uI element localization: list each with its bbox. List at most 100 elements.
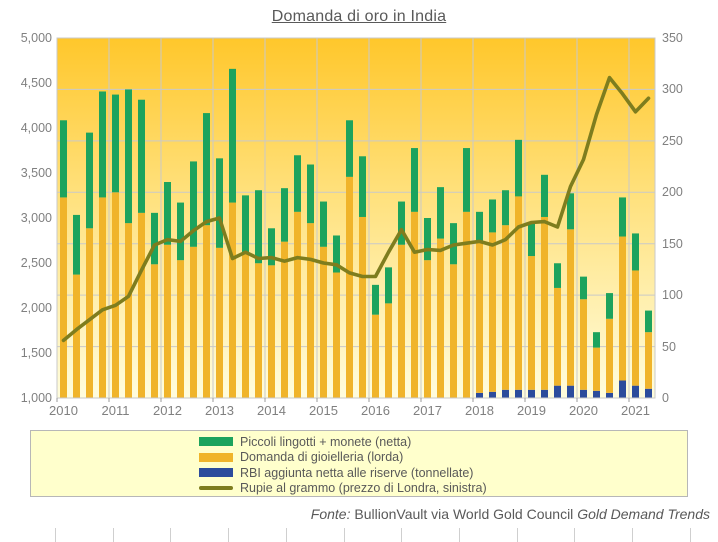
bar-segment-top (528, 222, 535, 257)
x-axis-year-label: 2018 (465, 403, 494, 418)
legend: Piccoli lingotti + monete (netta) Domanda… (30, 430, 688, 497)
bar-segment-middle (463, 211, 470, 398)
bar-segment-top (502, 190, 509, 226)
bar-segment-middle (216, 247, 223, 398)
right-axis-tick-label: 50 (662, 339, 676, 354)
bar-segment-middle (86, 228, 93, 398)
bar-segment-top (60, 120, 67, 198)
bar-segment-top (281, 188, 288, 242)
bar-segment-middle (177, 260, 184, 398)
legend-label: RBI aggiunta netta alle riserve (tonnell… (240, 465, 474, 480)
bar-segment-middle (203, 225, 210, 398)
bar-segment-top (268, 228, 275, 266)
bar-segment-middle (99, 197, 106, 398)
bar-segment-top (242, 195, 249, 253)
x-axis-year-label: 2010 (49, 403, 78, 418)
bar-segment-middle (450, 264, 457, 398)
bar-segment-top (151, 212, 158, 265)
bar-segment-bottom (619, 380, 626, 398)
bar-segment-middle (645, 332, 652, 389)
legend-row: RBI aggiunta netta alle riserve (tonnell… (199, 465, 487, 481)
left-axis-tick-label: 5,000 (20, 31, 52, 45)
bar-segment-top (593, 332, 600, 348)
bar-segment-middle (307, 223, 314, 398)
right-axis-tick-label: 300 (662, 82, 683, 97)
bar-segment-bottom (645, 388, 652, 398)
bar-segment-middle (489, 232, 496, 392)
bar-segment-top (190, 161, 197, 247)
bar-segment-middle (476, 242, 483, 393)
source-main: BullionVault via World Gold Council (350, 506, 578, 522)
bar-segment-middle (125, 223, 132, 398)
bar-segment-top (645, 310, 652, 333)
bar-segment-bottom (567, 385, 574, 398)
bar-segment-middle (73, 274, 80, 398)
sheet-gridline-tick (285, 528, 287, 542)
bar-segment-middle (424, 260, 431, 398)
bar-segment-top (229, 68, 236, 203)
bar-segment-top (554, 263, 561, 288)
bar-segment-middle (528, 256, 535, 390)
bar-segment-top (606, 293, 613, 319)
plot-background (57, 38, 655, 398)
legend-rows: Piccoli lingotti + monete (netta) Domanda… (199, 434, 487, 496)
right-axis-tick-label: 0 (662, 391, 669, 405)
sheet-gridline-tick (55, 528, 56, 542)
right-axis-tick-label: 150 (662, 236, 683, 251)
bar-segment-top (333, 235, 340, 273)
bar-segment-middle (515, 196, 522, 390)
left-axis-tick-label: 2,500 (20, 256, 52, 270)
bar-segment-middle (541, 216, 548, 390)
bar-segment-top (320, 201, 327, 247)
bar-segment-top (164, 182, 171, 245)
bar-segment-bottom (476, 392, 483, 398)
bar-segment-top (372, 284, 379, 315)
bar-segment-middle (359, 216, 366, 398)
bar-segment-top (476, 211, 483, 243)
sheet-gridline-tick (574, 528, 576, 542)
source-credit: Fonte: BullionVault via World Gold Counc… (311, 506, 710, 522)
bar-segment-bottom (632, 385, 639, 398)
bar-segment-top (398, 201, 405, 245)
bar-segment-top (255, 190, 262, 264)
bar-segment-bottom (541, 389, 548, 398)
sheet-gridline-tick (343, 528, 345, 542)
bar-segment-top (411, 148, 418, 212)
bar-segment-top (99, 91, 106, 198)
legend-label: Rupie al grammo (prezzo di Londra, sinis… (240, 481, 487, 496)
bar-segment-middle (567, 229, 574, 386)
bar-segment-top (632, 233, 639, 271)
bar-segment-middle (138, 212, 145, 398)
bar-segment-top (203, 113, 210, 226)
sheet-gridline-tick (401, 528, 403, 542)
legend-row: Domanda di gioielleria (lorda) (199, 450, 487, 466)
bar-segment-middle (281, 241, 288, 398)
x-axis-year-label: 2016 (361, 403, 390, 418)
bar-segment-middle (320, 246, 327, 398)
bar-segment-top (359, 156, 366, 217)
bar-segment-top (489, 199, 496, 233)
bar-segment-middle (151, 264, 158, 398)
sheet-gridline-tick (112, 528, 114, 542)
left-axis-tick-label: 4,000 (20, 121, 52, 135)
bar-segment-middle (619, 236, 626, 381)
bar-segment-top (307, 164, 314, 224)
bar-segment-middle (255, 263, 262, 398)
plot-border (56, 37, 656, 399)
bar-segment-top (619, 197, 626, 237)
bar-segment-bottom (515, 389, 522, 398)
bar-segment-top (73, 214, 80, 275)
bar-segment-middle (190, 246, 197, 398)
bar-segment-middle (385, 303, 392, 398)
x-axis-year-label: 2013 (205, 403, 234, 418)
legend-row: Piccoli lingotti + monete (netta) (199, 434, 487, 450)
x-axis-year-label: 2011 (101, 403, 130, 418)
left-axis-tick-label: 3,000 (20, 211, 52, 225)
bar-segment-top (138, 99, 145, 213)
bar-segment-top (424, 218, 431, 261)
bar-segment-bottom (580, 389, 587, 398)
bar-segment-middle (502, 225, 509, 390)
chart-title: Domanda di oro in India (271, 8, 447, 25)
